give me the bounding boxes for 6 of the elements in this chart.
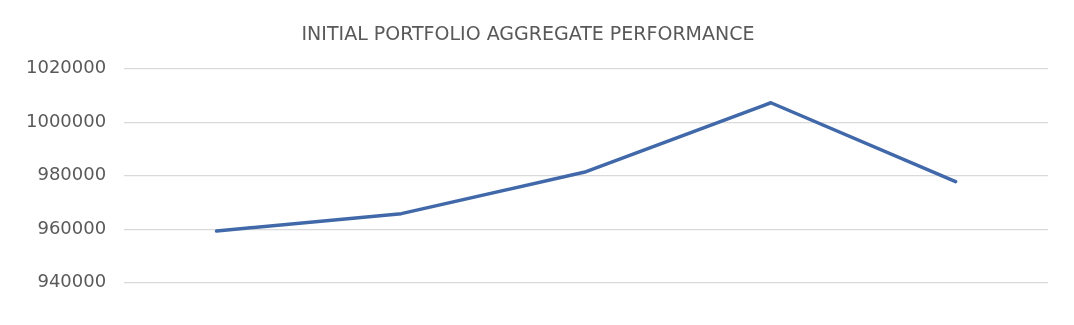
y-tick-label: 940000 <box>37 270 107 292</box>
y-tick-label: 980000 <box>37 163 107 185</box>
y-tick-label: 1020000 <box>25 56 107 78</box>
y-tick-label: 1000000 <box>25 109 107 131</box>
chart-title: INITIAL PORTFOLIO AGGREGATE PERFORMANCE <box>301 22 755 45</box>
y-tick-label: 960000 <box>37 216 107 238</box>
